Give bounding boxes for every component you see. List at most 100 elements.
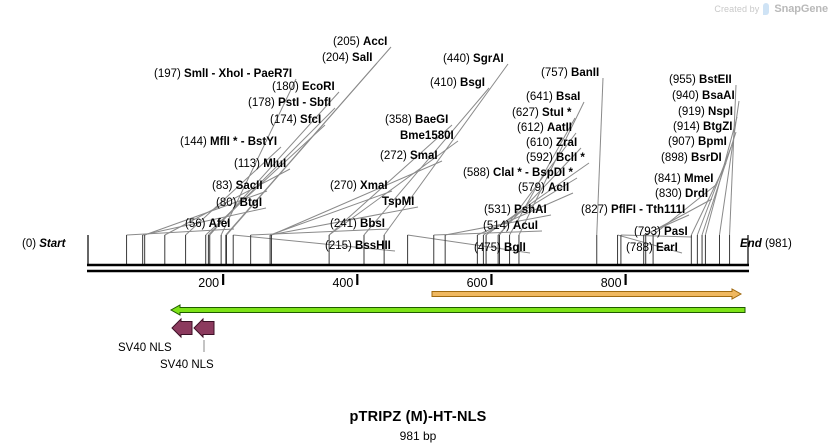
site-position: (531)	[484, 204, 515, 216]
leader-line	[225, 62, 378, 236]
restriction-site-label: (919) NspI	[678, 106, 733, 118]
site-position: (919)	[678, 106, 709, 118]
restriction-site-label: (83) SacII	[212, 180, 263, 192]
end-text: End	[740, 238, 762, 250]
sv40-nls-1-shape[interactable]	[171, 317, 193, 339]
leader-line	[477, 192, 574, 236]
plasmid-length: 981 bp	[399, 429, 437, 443]
snapgene-logo-icon	[763, 3, 770, 15]
site-enzymes: PshAI	[514, 204, 547, 216]
site-position: (612)	[517, 122, 548, 134]
site-enzymes: SfcI	[300, 114, 322, 126]
leader-line	[126, 228, 235, 236]
site-enzymes: ZraI	[556, 137, 578, 149]
site-enzymes: BsgI	[460, 77, 485, 89]
restriction-site-label: (757) BanII	[541, 67, 599, 79]
green-segment-shape[interactable]	[169, 304, 746, 316]
feature-label: SV40 NLS	[118, 342, 172, 354]
restriction-site-label: (272) SmaI	[380, 150, 438, 162]
restriction-site-label: (610) ZraI	[526, 137, 577, 149]
site-position: (204)	[322, 52, 353, 64]
end-label: End (981)	[740, 238, 792, 250]
restriction-site-label: (514) AcuI	[483, 220, 538, 232]
ruler-tick-label: 400	[332, 276, 353, 290]
restriction-site-label: (612) AatII	[517, 122, 572, 134]
restriction-site-label: (627) StuI *	[512, 107, 571, 119]
restriction-site-label: Bme1580I	[400, 130, 454, 142]
restriction-site-label: (205) AccI	[333, 36, 387, 48]
site-enzymes: BglI	[504, 242, 526, 254]
site-position: (440)	[443, 53, 474, 65]
leader-line	[271, 160, 443, 236]
orange-segment[interactable]	[431, 288, 743, 300]
sv40-nls-2-shape[interactable]	[193, 317, 215, 339]
site-enzymes: MflI * - BstYI	[210, 136, 278, 148]
leader-line	[617, 234, 683, 254]
site-position: (174)	[270, 114, 301, 126]
restriction-site-label: (898) BsrDI	[661, 152, 722, 164]
site-position: (793)	[634, 226, 665, 238]
site-position: (475)	[474, 242, 505, 254]
sv40-nls-2[interactable]	[193, 317, 215, 339]
site-enzymes: BsaI	[556, 91, 581, 103]
leader-line	[328, 124, 453, 236]
leader-line	[142, 207, 267, 236]
leader-line	[363, 87, 490, 236]
site-enzymes: SmlI - XhoI - PaeR7I	[184, 68, 293, 80]
site-position: (514)	[483, 220, 514, 232]
leader-line	[690, 162, 727, 236]
site-enzymes: BstEII	[699, 74, 732, 86]
site-position: (579)	[518, 182, 549, 194]
site-enzymes: PasI	[664, 226, 688, 238]
site-enzymes: EcoRI	[302, 81, 335, 93]
leader-line	[233, 234, 396, 252]
site-position: (197)	[154, 68, 185, 80]
orange-segment-shape[interactable]	[431, 288, 743, 300]
site-position: (215)	[325, 240, 356, 252]
site-enzymes: BtgI	[239, 197, 263, 209]
restriction-site-label: (592) BclI *	[526, 152, 585, 164]
restriction-site-label: (830) DrdI	[655, 188, 708, 200]
site-position: (592)	[526, 152, 557, 164]
site-enzymes: EarI	[656, 242, 678, 254]
site-enzymes: BanII	[571, 67, 600, 79]
snapgene-brand-label: SnapGene	[774, 3, 828, 15]
site-position: (627)	[512, 107, 543, 119]
site-position: (610)	[526, 137, 557, 149]
leader-line	[445, 214, 552, 236]
site-position: (827)	[581, 204, 612, 216]
site-position: (955)	[669, 74, 700, 86]
site-enzymes: SacII	[235, 180, 263, 192]
site-enzymes: AclI	[548, 182, 570, 194]
ruler-tick-label: 800	[601, 276, 622, 290]
leader-line	[729, 84, 737, 236]
snapgene-watermark: Created by SnapGene	[714, 3, 828, 15]
site-enzymes: AfeI	[208, 218, 231, 230]
restriction-site-label: (531) PshAI	[484, 204, 547, 216]
restriction-site-label: (113) MluI	[234, 158, 286, 170]
leader-line	[250, 228, 390, 236]
restriction-site-label: (788) EarI	[626, 242, 678, 254]
restriction-site-label: (174) SfcI	[270, 114, 321, 126]
restriction-site-label: (440) SgrAI	[443, 53, 504, 65]
site-enzymes: XmaI	[360, 180, 388, 192]
restriction-site-label: TspMI	[382, 196, 414, 208]
site-enzymes: SalI	[352, 52, 373, 64]
leader-line	[643, 214, 690, 236]
start-label: (0) Start	[22, 238, 65, 250]
start-position: (0)	[22, 238, 37, 250]
leader-line	[518, 101, 585, 236]
site-enzymes: Bme1580I	[400, 130, 454, 142]
restriction-site-label: (56) AfeI	[185, 218, 230, 230]
restriction-site-label: (80) BtgI	[216, 197, 262, 209]
site-enzymes: AatII	[547, 122, 572, 134]
restriction-site-label: (358) BaeGI	[385, 114, 448, 126]
site-enzymes: AccI	[363, 36, 388, 48]
green-segment[interactable]	[169, 304, 746, 316]
leader-line	[497, 147, 582, 236]
site-position: (178)	[248, 97, 279, 109]
leader-line	[269, 190, 393, 236]
site-position: (907)	[668, 136, 699, 148]
sv40-nls-1[interactable]	[171, 317, 193, 339]
